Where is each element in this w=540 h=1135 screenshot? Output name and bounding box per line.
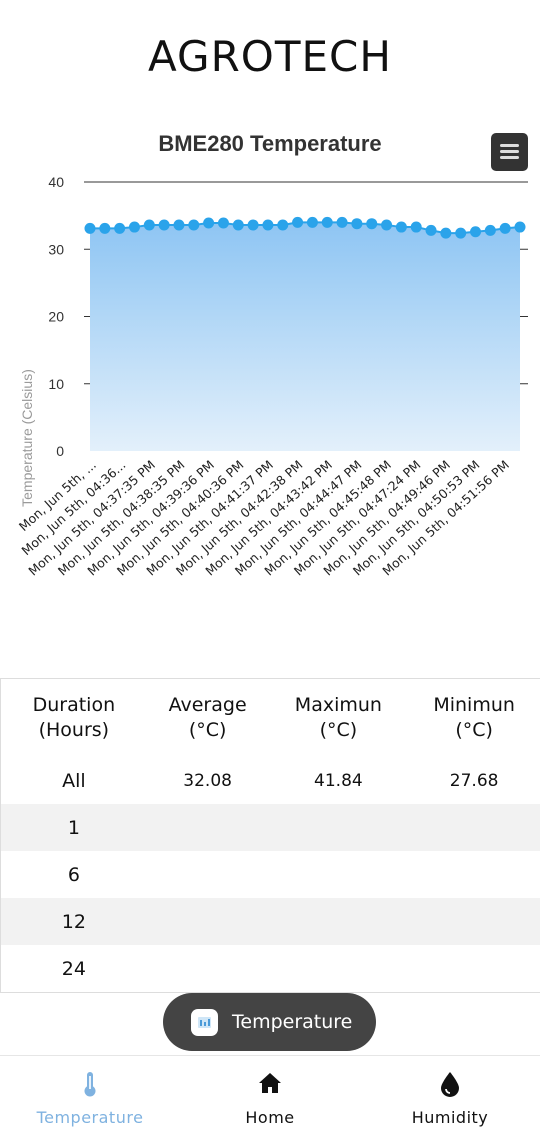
data-point[interactable] xyxy=(351,218,363,230)
table-header-row: Duration (Hours) Average (°C) Maximun (°… xyxy=(1,679,540,757)
data-point[interactable] xyxy=(143,219,155,231)
data-point[interactable] xyxy=(158,219,170,231)
data-point[interactable] xyxy=(84,222,96,234)
y-tick-label: 10 xyxy=(48,376,64,392)
data-point[interactable] xyxy=(499,222,511,234)
header-average: Average (°C) xyxy=(147,693,269,743)
data-point[interactable] xyxy=(321,216,333,228)
data-point[interactable] xyxy=(366,218,378,230)
data-point[interactable] xyxy=(425,224,437,236)
header-text: Minimun xyxy=(433,694,515,716)
data-point[interactable] xyxy=(440,227,452,239)
maximum-cell: 41.84 xyxy=(314,770,363,791)
header-unit: (Hours) xyxy=(38,719,110,741)
header-unit: (°C) xyxy=(455,719,493,741)
header-text: Duration xyxy=(32,694,116,716)
toast-notification: Temperature xyxy=(163,993,376,1051)
data-point[interactable] xyxy=(232,219,244,231)
thermometer-icon xyxy=(0,1070,180,1098)
header-unit: (°C) xyxy=(319,719,358,741)
app-title: AGROTECH xyxy=(148,32,392,81)
table-row: 1 xyxy=(1,804,540,851)
table-row: All 32.08 41.84 27.68 xyxy=(1,757,540,804)
y-tick-label: 40 xyxy=(48,174,64,190)
duration-cell: 12 xyxy=(61,910,86,933)
series-area xyxy=(90,222,520,451)
nav-label: Humidity xyxy=(411,1108,489,1127)
table-row: 12 xyxy=(1,898,540,945)
data-point[interactable] xyxy=(306,216,318,228)
data-point[interactable] xyxy=(410,221,422,233)
chart-title: BME280 Temperature xyxy=(158,131,382,156)
nav-item-home[interactable]: Home xyxy=(180,1056,360,1135)
header-unit: (°C) xyxy=(188,719,227,741)
nav-label: Temperature xyxy=(36,1108,144,1127)
data-point[interactable] xyxy=(277,219,289,231)
y-tick-label: 20 xyxy=(48,309,64,325)
data-point[interactable] xyxy=(247,219,259,231)
header-maximum: Maximun (°C) xyxy=(269,693,409,743)
duration-cell: 24 xyxy=(61,957,86,980)
data-point[interactable] xyxy=(217,217,229,229)
table-row: 24 xyxy=(1,945,540,992)
duration-cell: All xyxy=(62,769,86,792)
y-tick-label: 0 xyxy=(56,443,64,459)
y-tick-label: 30 xyxy=(48,241,64,257)
header-duration: Duration (Hours) xyxy=(1,693,147,743)
bottom-navigation: Temperature Home Humidity xyxy=(0,1055,540,1135)
data-point[interactable] xyxy=(514,221,526,233)
data-point[interactable] xyxy=(203,217,215,229)
temperature-chart: BME280 Temperature 0 10 20 30 40 Mon, Jun 5t… xyxy=(0,120,540,640)
data-point[interactable] xyxy=(188,219,200,231)
data-point[interactable] xyxy=(292,216,304,228)
data-point[interactable] xyxy=(128,221,140,233)
header-text: Maximun xyxy=(294,694,382,716)
data-point[interactable] xyxy=(99,222,111,234)
average-cell: 32.08 xyxy=(183,770,232,791)
data-point[interactable] xyxy=(455,227,467,239)
data-point[interactable] xyxy=(484,224,496,236)
y-axis-label: Temperature (Celsius) xyxy=(19,369,35,507)
data-point[interactable] xyxy=(381,219,393,231)
nav-item-temperature[interactable]: Temperature xyxy=(0,1056,180,1135)
nav-item-humidity[interactable]: Humidity xyxy=(360,1056,540,1135)
header-text: Average xyxy=(168,694,247,716)
table-row: 6 xyxy=(1,851,540,898)
data-point[interactable] xyxy=(262,219,274,231)
data-point[interactable] xyxy=(173,219,185,231)
minimum-cell: 27.68 xyxy=(449,770,499,791)
data-point[interactable] xyxy=(395,221,407,233)
chart-menu-button[interactable] xyxy=(491,133,528,171)
header-minimum: Minimun (°C) xyxy=(408,693,540,743)
home-icon xyxy=(180,1070,360,1098)
app-icon xyxy=(191,1008,218,1036)
toast-label: Temperature xyxy=(232,1011,353,1033)
duration-cell: 6 xyxy=(67,863,80,886)
nav-label: Home xyxy=(245,1108,295,1127)
water-drop-icon xyxy=(360,1070,540,1098)
data-point[interactable] xyxy=(114,222,126,234)
data-point[interactable] xyxy=(336,216,348,228)
data-point[interactable] xyxy=(470,226,482,238)
stats-table: Duration (Hours) Average (°C) Maximun (°… xyxy=(0,678,540,993)
duration-cell: 1 xyxy=(67,816,80,839)
